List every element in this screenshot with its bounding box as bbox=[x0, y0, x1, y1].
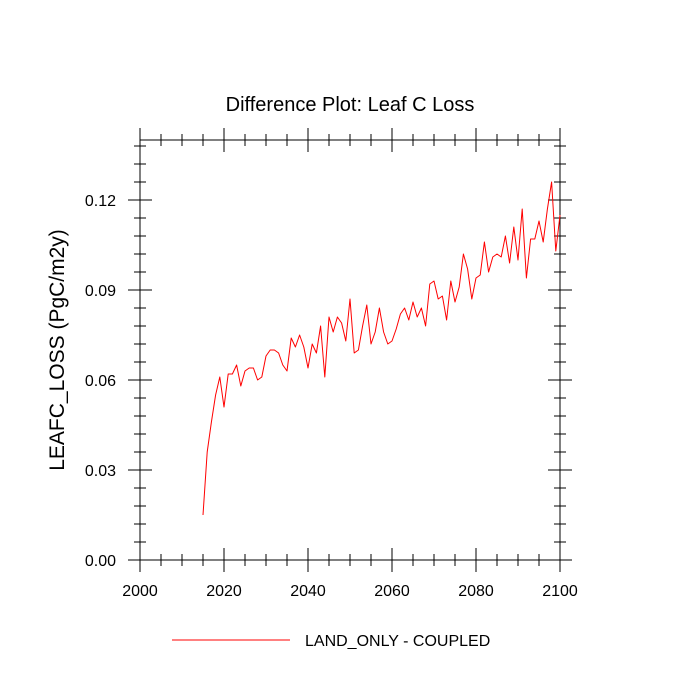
x-tick-label: 2000 bbox=[122, 583, 158, 600]
x-tick-label: 2080 bbox=[458, 583, 494, 600]
series-line bbox=[202, 181, 561, 516]
plot-frame bbox=[139, 139, 561, 561]
y-tick-label: 0.00 bbox=[85, 553, 116, 570]
x-tick-label: 2020 bbox=[206, 583, 242, 600]
x-tick-label: 2060 bbox=[374, 583, 410, 600]
axis-ticks bbox=[128, 128, 572, 572]
y-tick-label: 0.09 bbox=[85, 283, 116, 300]
y-axis-label: LEAFC_LOSS (PgC/m2y) bbox=[46, 229, 69, 471]
series-group bbox=[202, 181, 561, 516]
x-tick-label: 2100 bbox=[542, 583, 578, 600]
legend: LAND_ONLY - COUPLED bbox=[172, 633, 490, 650]
y-tick-label: 0.06 bbox=[85, 373, 116, 390]
chart-title: Difference Plot: Leaf C Loss bbox=[226, 94, 475, 116]
x-tick-label: 2040 bbox=[290, 583, 326, 600]
y-tick-label: 0.03 bbox=[85, 463, 116, 480]
y-tick-label: 0.12 bbox=[85, 193, 116, 210]
legend-label: LAND_ONLY - COUPLED bbox=[305, 633, 490, 650]
tick-labels: 2000 2020 2040 2060 2080 2100 0.00 0.03 0.06 0.09… bbox=[85, 193, 578, 600]
